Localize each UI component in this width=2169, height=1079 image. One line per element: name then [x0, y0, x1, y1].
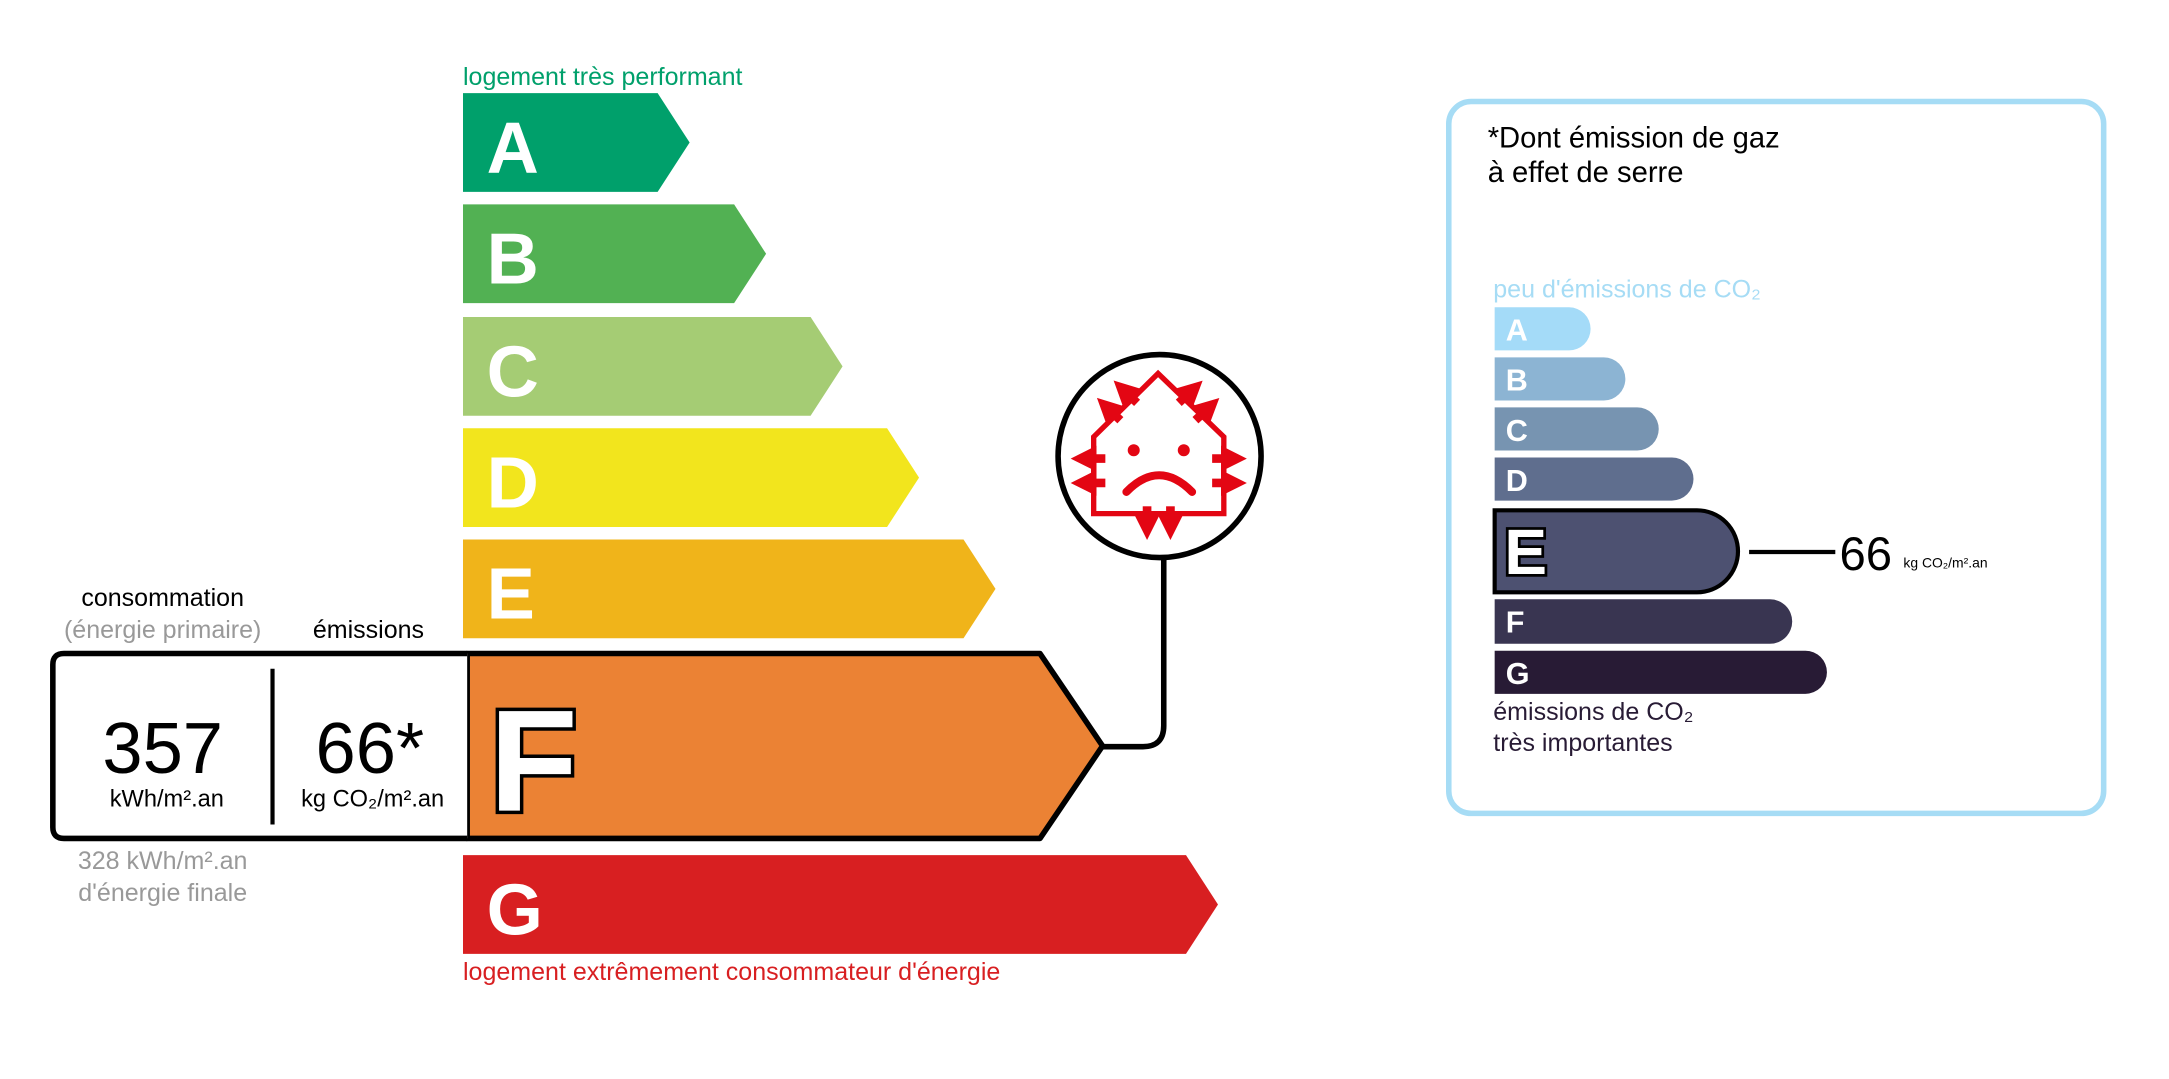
- final-energy-label: d'énergie finale: [78, 879, 247, 907]
- bottom-label: logement extrêmement consommateur d'éner…: [463, 958, 1000, 986]
- energy-class-d: D: [462, 428, 920, 527]
- ghg-title-line1: *Dont émission de gaz: [1488, 122, 1780, 154]
- energy-class-b: B: [462, 204, 767, 304]
- ghg-title-line2: à effet de serre: [1488, 157, 1684, 189]
- values-box: [50, 650, 468, 842]
- ghg-bar-shape: [1494, 357, 1626, 401]
- consumption-unit: kWh/m².an: [110, 786, 224, 812]
- ghg-class-c: C: [1494, 407, 1659, 451]
- ghg-value: 66: [1839, 528, 1892, 581]
- ghg-class-f: F: [1494, 599, 1793, 644]
- ghg-class-d: D: [1494, 457, 1694, 501]
- energy-class-e: E: [462, 539, 996, 639]
- consumption-heading: consommation: [81, 584, 244, 612]
- energy-class-g: G: [462, 855, 1218, 954]
- ghg-bar-shape: [1494, 599, 1793, 644]
- ghg-bar-shape: [1492, 508, 1740, 595]
- energy-bar-shape: [462, 93, 690, 192]
- ghg-bar-shape: [1494, 407, 1659, 451]
- consumption-subheading: (énergie primaire): [64, 616, 261, 644]
- ghg-bar-letter: D: [1506, 464, 1528, 498]
- ghg-bottom-label-line1: émissions de CO₂: [1493, 698, 1693, 726]
- energy-bar-letter: E: [487, 555, 535, 635]
- ghg-top-label: peu d'émissions de CO₂: [1493, 276, 1761, 304]
- ghg-bar-letter: B: [1506, 364, 1528, 398]
- energy-bar-shape: [462, 204, 767, 304]
- ghg-bar-letter: C: [1506, 414, 1528, 448]
- ghg-class-g: G: [1494, 650, 1827, 694]
- ghg-bar-shape: [1494, 307, 1591, 351]
- ghg-bar-letter: E: [1504, 516, 1547, 588]
- ghg-bar-letter: G: [1506, 657, 1530, 691]
- energy-bar-letter: G: [487, 870, 543, 950]
- ghg-bar-letter: F: [1506, 606, 1525, 640]
- energy-bar-letter: D: [487, 444, 539, 524]
- energy-class-f: F: [464, 650, 1106, 845]
- energy-bar-letter: A: [487, 108, 539, 188]
- ghg-class-a: A: [1494, 307, 1591, 351]
- ghg-bar-shape: [1494, 457, 1694, 501]
- top-label: logement très performant: [463, 63, 743, 91]
- energy-bar-shape: [462, 428, 920, 527]
- emissions-value: 66*: [316, 709, 425, 789]
- ghg-bottom-label-line2: très importantes: [1493, 729, 1672, 757]
- energy-class-c: C: [462, 317, 843, 416]
- icon-connector: [1102, 558, 1167, 750]
- house-heat-loss-sad-face-icon: [1055, 351, 1264, 561]
- energy-bar-shape: [462, 539, 996, 639]
- energy-bar-shape: [462, 317, 843, 416]
- final-energy-value: 328 kWh/m².an: [78, 847, 248, 875]
- ghg-bar-shape: [1494, 650, 1827, 694]
- ghg-class-e: E: [1492, 508, 1740, 595]
- consumption-value: 357: [102, 709, 223, 789]
- energy-bar-letter: B: [487, 220, 539, 300]
- energy-bar-shape: [462, 855, 1218, 954]
- ghg-bar-letter: A: [1506, 314, 1528, 348]
- emissions-heading: émissions: [313, 616, 424, 644]
- ghg-unit: kg CO₂/m².an: [1903, 554, 1987, 570]
- energy-bar-letter: C: [487, 332, 539, 412]
- emissions-unit: kg CO₂/m².an: [301, 786, 444, 812]
- ghg-class-b: B: [1494, 357, 1626, 401]
- energy-class-a: A: [462, 93, 690, 192]
- energy-bar-letter: F: [489, 680, 577, 842]
